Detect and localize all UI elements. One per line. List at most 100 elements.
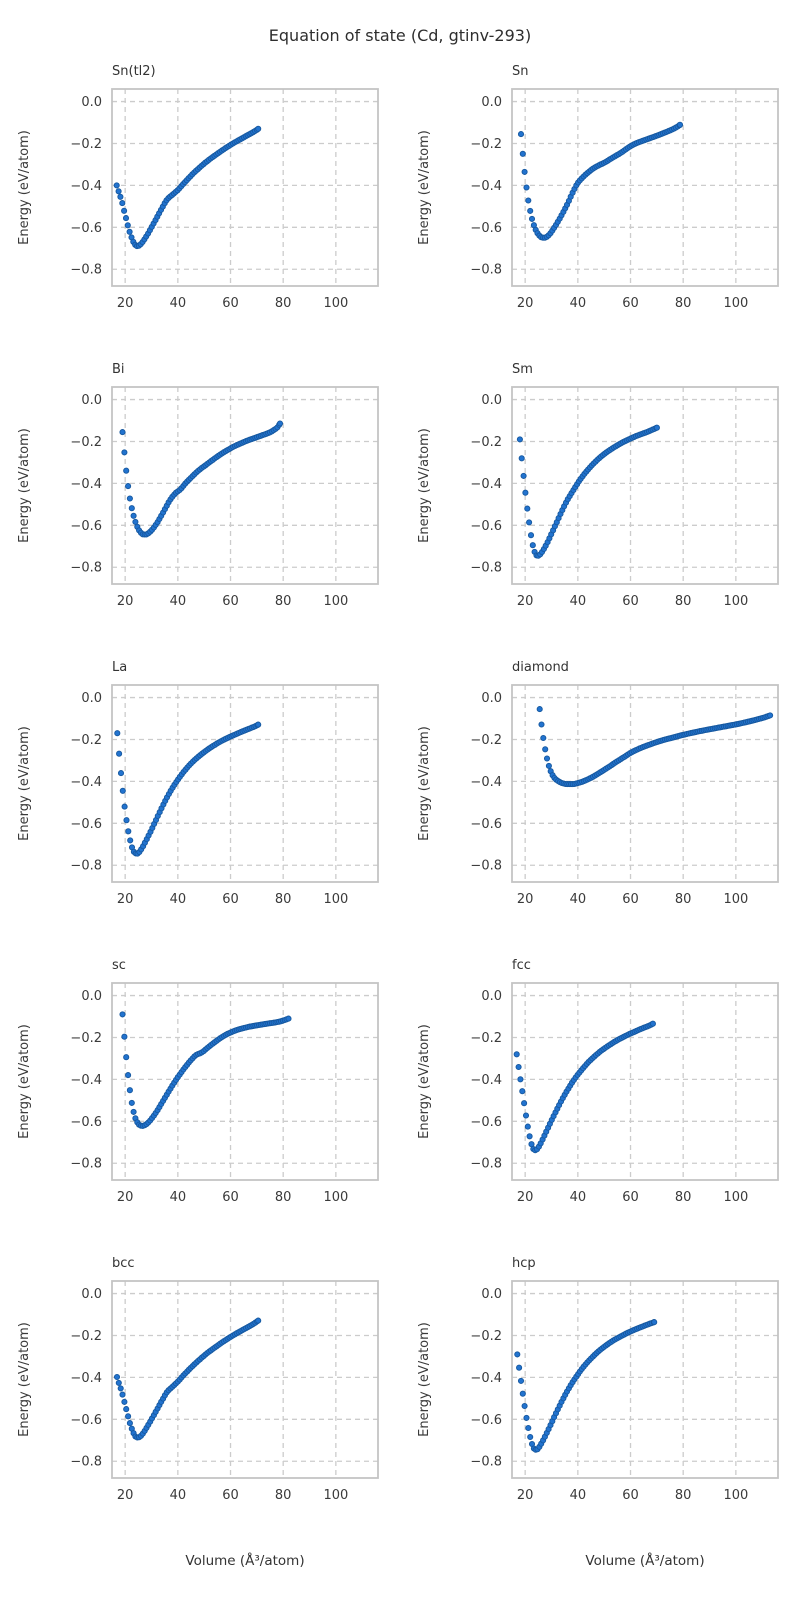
svg-text:20: 20 — [517, 296, 534, 311]
svg-text:0.0: 0.0 — [481, 989, 502, 1004]
svg-text:60: 60 — [222, 1488, 239, 1503]
svg-text:0.0: 0.0 — [81, 95, 102, 110]
svg-text:−0.2: −0.2 — [470, 435, 502, 450]
svg-text:−0.4: −0.4 — [70, 1371, 102, 1386]
svg-text:−0.4: −0.4 — [470, 1073, 502, 1088]
svg-text:Energy (eV/atom): Energy (eV/atom) — [417, 726, 432, 841]
subplot-title: Sm — [512, 362, 533, 377]
subplot-canvas: 0.0 −0.2 −0.4 −0.6 −0.8 20 40 60 80 100 Energy (eV… — [417, 386, 779, 609]
svg-text:80: 80 — [675, 1190, 692, 1205]
subplot-sn-tl2: Sn(tl2) 0.0 −0.2 −0.4 −0.6 −0.8 20 40 60 80 100 En… — [0, 55, 400, 353]
svg-text:−0.6: −0.6 — [470, 519, 502, 534]
svg-text:100: 100 — [723, 892, 748, 907]
svg-text:−0.8: −0.8 — [470, 859, 502, 874]
subplot-la: La 0.0 −0.2 −0.4 −0.6 −0.8 20 40 60 80 100 Energy … — [0, 651, 400, 949]
svg-text:−0.2: −0.2 — [70, 1329, 102, 1344]
svg-text:100: 100 — [323, 892, 348, 907]
svg-text:60: 60 — [222, 892, 239, 907]
svg-text:−0.2: −0.2 — [470, 1329, 502, 1344]
svg-text:Energy (eV/atom): Energy (eV/atom) — [17, 726, 32, 841]
svg-text:20: 20 — [117, 594, 134, 609]
svg-text:−0.8: −0.8 — [470, 263, 502, 278]
svg-text:−0.6: −0.6 — [470, 817, 502, 832]
svg-text:−0.4: −0.4 — [70, 775, 102, 790]
svg-text:40: 40 — [170, 594, 187, 609]
svg-text:40: 40 — [170, 1190, 187, 1205]
svg-text:Energy (eV/atom): Energy (eV/atom) — [417, 1322, 432, 1437]
svg-text:80: 80 — [275, 892, 292, 907]
svg-text:Energy (eV/atom): Energy (eV/atom) — [17, 1322, 32, 1437]
svg-text:20: 20 — [517, 892, 534, 907]
svg-text:40: 40 — [170, 296, 187, 311]
svg-text:60: 60 — [622, 892, 639, 907]
svg-text:−0.6: −0.6 — [70, 817, 102, 832]
svg-text:0.0: 0.0 — [481, 95, 502, 110]
svg-text:−0.4: −0.4 — [70, 1073, 102, 1088]
subplot-sn: Sn 0.0 −0.2 −0.4 −0.6 −0.8 20 40 60 80 100 Energy … — [400, 55, 800, 353]
svg-text:Energy (eV/atom): Energy (eV/atom) — [417, 428, 432, 543]
svg-text:100: 100 — [323, 1488, 348, 1503]
subplot-canvas: 0.0 −0.2 −0.4 −0.6 −0.8 20 40 60 80 100 Energy (eV… — [417, 684, 779, 907]
subplot-title: Sn — [512, 64, 529, 79]
svg-text:−0.4: −0.4 — [470, 1371, 502, 1386]
svg-text:60: 60 — [222, 1190, 239, 1205]
svg-text:−0.6: −0.6 — [70, 1413, 102, 1428]
subplot-canvas: 0.0 −0.2 −0.4 −0.6 −0.8 20 40 60 80 100 Energy (eV… — [17, 386, 379, 609]
svg-text:100: 100 — [323, 296, 348, 311]
subplot-hcp: hcp 0.0 −0.2 −0.4 −0.6 −0.8 20 40 60 80 100 Energy… — [400, 1247, 800, 1575]
subplot-bi: Bi 0.0 −0.2 −0.4 −0.6 −0.8 20 40 60 80 100 Energy … — [0, 353, 400, 651]
subplot-title: fcc — [512, 958, 531, 973]
svg-text:100: 100 — [723, 594, 748, 609]
svg-text:40: 40 — [570, 594, 587, 609]
subplot-title: Bi — [112, 362, 125, 377]
svg-text:20: 20 — [117, 1190, 134, 1205]
svg-text:100: 100 — [723, 296, 748, 311]
svg-text:20: 20 — [517, 1190, 534, 1205]
svg-text:40: 40 — [570, 296, 587, 311]
svg-text:−0.4: −0.4 — [470, 775, 502, 790]
svg-text:80: 80 — [675, 594, 692, 609]
svg-text:−0.2: −0.2 — [470, 733, 502, 748]
svg-text:80: 80 — [675, 1488, 692, 1503]
subplot-bcc: bcc 0.0 −0.2 −0.4 −0.6 −0.8 20 40 60 80 100 Energy… — [0, 1247, 400, 1575]
svg-text:−0.2: −0.2 — [70, 733, 102, 748]
subplot-canvas: 0.0 −0.2 −0.4 −0.6 −0.8 20 40 60 80 100 Energy (eV… — [17, 684, 379, 907]
svg-text:0.0: 0.0 — [481, 691, 502, 706]
svg-text:−0.8: −0.8 — [70, 561, 102, 576]
svg-text:−0.8: −0.8 — [470, 1157, 502, 1172]
svg-text:0.0: 0.0 — [481, 393, 502, 408]
svg-text:−0.4: −0.4 — [470, 477, 502, 492]
subplot-sm: Sm 0.0 −0.2 −0.4 −0.6 −0.8 20 40 60 80 100 Energy … — [400, 353, 800, 651]
svg-text:−0.2: −0.2 — [470, 137, 502, 152]
svg-text:−0.6: −0.6 — [470, 1115, 502, 1130]
svg-text:−0.8: −0.8 — [470, 561, 502, 576]
svg-text:−0.2: −0.2 — [70, 1031, 102, 1046]
subplot-grid: Sn(tl2) 0.0 −0.2 −0.4 −0.6 −0.8 20 40 60 80 100 En… — [0, 55, 800, 1575]
subplot-canvas: 0.0 −0.2 −0.4 −0.6 −0.8 20 40 60 80 100 Energy (eV… — [17, 1280, 379, 1503]
svg-text:80: 80 — [275, 594, 292, 609]
svg-text:100: 100 — [723, 1488, 748, 1503]
svg-text:0.0: 0.0 — [81, 393, 102, 408]
svg-text:−0.8: −0.8 — [470, 1455, 502, 1470]
svg-text:20: 20 — [117, 1488, 134, 1503]
svg-text:0.0: 0.0 — [81, 691, 102, 706]
svg-text:Energy (eV/atom): Energy (eV/atom) — [417, 1024, 432, 1139]
svg-text:−0.8: −0.8 — [70, 1157, 102, 1172]
subplot-title: La — [112, 660, 128, 675]
svg-text:80: 80 — [275, 296, 292, 311]
svg-text:−0.4: −0.4 — [70, 477, 102, 492]
svg-text:0.0: 0.0 — [81, 1287, 102, 1302]
subplot-canvas: 0.0 −0.2 −0.4 −0.6 −0.8 20 40 60 80 100 Energy (eV… — [17, 88, 379, 311]
svg-text:−0.2: −0.2 — [70, 435, 102, 450]
svg-text:100: 100 — [323, 1190, 348, 1205]
svg-text:0.0: 0.0 — [481, 1287, 502, 1302]
svg-text:−0.4: −0.4 — [470, 179, 502, 194]
subplot-canvas: 0.0 −0.2 −0.4 −0.6 −0.8 20 40 60 80 100 Energy (eV… — [417, 1280, 779, 1503]
svg-text:−0.6: −0.6 — [70, 519, 102, 534]
svg-text:−0.6: −0.6 — [70, 221, 102, 236]
svg-text:20: 20 — [517, 1488, 534, 1503]
svg-text:60: 60 — [622, 594, 639, 609]
subplot-canvas: 0.0 −0.2 −0.4 −0.6 −0.8 20 40 60 80 100 Energy (eV… — [417, 88, 779, 311]
svg-text:40: 40 — [570, 1488, 587, 1503]
